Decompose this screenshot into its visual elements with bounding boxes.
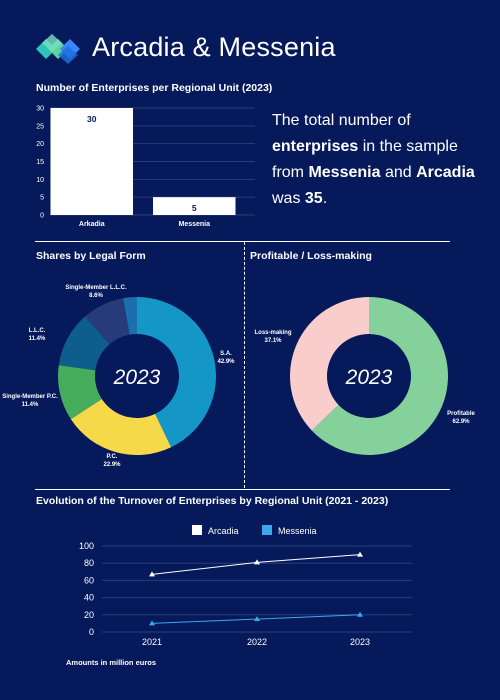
donut-slice: [290, 297, 369, 431]
slice-value-label: 37.1%: [264, 338, 282, 344]
turnover-title: Evolution of the Turnover of Enterprises…: [36, 495, 389, 507]
legal-form-donut-chart: S.A. 42.9% P.C. 22.9% Single-Member P.C. 11.4…: [2, 285, 235, 468]
y-tick-label: 25: [36, 123, 44, 130]
summary-part: was: [272, 190, 305, 207]
bar: [50, 108, 133, 215]
summary-part: The total number of: [272, 112, 411, 129]
slice-label: Single-Member P.C.: [2, 394, 58, 400]
summary-part: .: [322, 190, 328, 207]
donut-slice: [58, 316, 110, 371]
legend-swatch: [262, 525, 272, 535]
donut-slice: [70, 398, 172, 455]
x-tick-label: 2022: [247, 637, 267, 647]
slice-label: S.A.: [220, 351, 232, 357]
series-point: [357, 611, 363, 617]
donut-center-label: 2023: [345, 366, 393, 389]
legal-form-title: Shares by Legal Form: [36, 250, 146, 262]
profit-title: Profitable / Loss-making: [250, 250, 372, 262]
y-tick-label: 15: [36, 159, 44, 166]
x-tick-label: 2023: [350, 637, 370, 647]
turnover-line-chart: Arcadia Messenia 0 20 40 60 80 100 2021 2022 2023: [79, 525, 412, 647]
summary-emphasis: Messenia: [308, 164, 381, 181]
x-tick-label: Arkadia: [79, 221, 105, 228]
y-tick-label: 40: [84, 593, 94, 603]
slice-value-label: 11.4%: [22, 402, 39, 408]
bar-chart-title: Number of Enterprises per Regional Unit …: [36, 82, 273, 94]
y-tick-label: 0: [89, 627, 94, 637]
y-tick-label: 100: [79, 541, 94, 551]
slice-label: L.L.C.: [29, 328, 46, 334]
y-tick-label: 20: [36, 141, 44, 148]
slice-value-label: 62.9%: [452, 419, 470, 425]
y-tick-label: 20: [84, 610, 94, 620]
bar-value-label: 5: [192, 203, 197, 213]
y-tick-label: 60: [84, 575, 94, 585]
x-tick-label: Messenia: [178, 221, 210, 228]
summary-emphasis: enterprises: [272, 138, 359, 155]
series-point: [149, 620, 155, 626]
summary-emphasis: 35: [304, 190, 323, 207]
section-divider: [35, 241, 450, 242]
summary-part: in the sample from: [272, 138, 458, 181]
section-divider: [35, 489, 450, 490]
series-line: [151, 554, 361, 575]
slice-label: Loss-making: [254, 330, 291, 336]
series-point: [357, 551, 363, 557]
series-point: [254, 559, 260, 565]
donut-slice: [137, 297, 216, 448]
page-title: Arcadia & Messenia: [92, 32, 336, 62]
diamond-cluster-logo-icon: [36, 34, 80, 64]
slice-value-label: 22.9%: [103, 462, 121, 468]
summary-text: The total number of enterprises in the s…: [272, 108, 482, 212]
summary-part: and: [380, 164, 417, 181]
slice-label: P.C.: [107, 454, 118, 460]
y-tick-label: 30: [36, 106, 44, 113]
donut-slice: [311, 297, 449, 455]
enterprises-bar-chart: 0 5 10 15 20 25 30 30 Arkadia 5 Messenia: [36, 106, 255, 228]
donut-slice: [57, 365, 102, 420]
profit-donut-chart: Profitable 62.9% Loss-making 37.1% 2023: [254, 297, 475, 455]
amounts-note: Amounts in million euros: [66, 658, 157, 667]
slice-value-label: 8.6%: [89, 293, 103, 299]
bar: [153, 197, 236, 215]
slice-value-label: 11.4%: [29, 336, 46, 342]
donut-slice: [85, 298, 130, 345]
series-point: [254, 616, 260, 622]
vertical-divider: [244, 242, 245, 488]
slice-label: Profitable: [447, 411, 475, 417]
y-tick-label: 5: [40, 195, 44, 202]
x-tick-label: 2021: [142, 637, 162, 647]
slice-label: Single-Member L.L.C.: [65, 285, 127, 291]
y-tick-label: 80: [84, 558, 94, 568]
legend-swatch: [192, 525, 202, 535]
donut-center-label: 2023: [113, 366, 161, 389]
legend-label: Arcadia: [208, 526, 239, 536]
series-point: [149, 571, 155, 577]
legend-label: Messenia: [278, 526, 317, 536]
summary-emphasis: Arcadia: [416, 164, 475, 181]
y-tick-label: 0: [40, 213, 44, 220]
bar-value-label: 30: [87, 114, 97, 124]
donut-slice: [123, 297, 137, 335]
slice-value-label: 42.9%: [217, 359, 235, 365]
y-tick-label: 10: [36, 177, 44, 184]
